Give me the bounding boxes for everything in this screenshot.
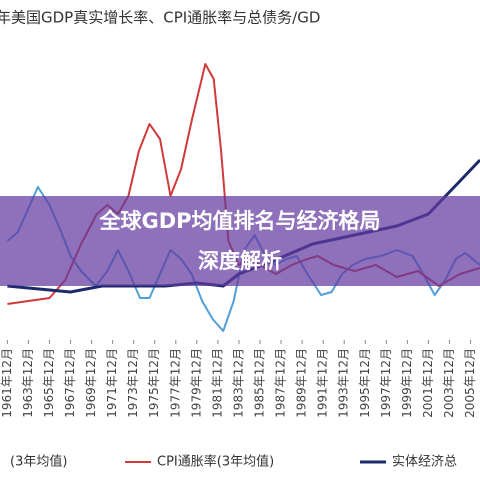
x-tick-label: 2001年12月 — [421, 348, 435, 418]
x-tick-label: 1967年12月 — [63, 348, 77, 418]
x-tick-label: 1969年12月 — [84, 348, 98, 418]
x-tick-label: 1979年12月 — [189, 348, 203, 418]
x-tick-label: 1961年12月 — [0, 348, 14, 418]
x-tick-label: 1985年12月 — [253, 348, 267, 418]
x-tick-label: 1965年12月 — [42, 348, 56, 418]
x-tick-label: 1975年12月 — [147, 348, 161, 418]
x-tick-label: 1999年12月 — [400, 348, 414, 418]
legend-label: CPI通胀率(3年均值) — [157, 454, 274, 470]
plot: 1961年12月 1963年12月 1965年12月 1967年12月 1969年12月… — [0, 63, 480, 418]
banner — [0, 196, 480, 286]
x-tick-label: 2003年12月 — [442, 348, 456, 418]
x-tick-label: 1993年12月 — [337, 348, 351, 418]
x-tick-label: 1989年12月 — [295, 348, 309, 418]
x-tick-label: 1981年12月 — [210, 348, 224, 418]
x-tick-label: 1987年12月 — [274, 348, 288, 418]
x-tick-label: 1991年12月 — [316, 348, 330, 418]
x-tick-label: 1963年12月 — [21, 348, 35, 418]
x-tick-label: 1973年12月 — [126, 348, 140, 418]
x-tick-label: 1995年12月 — [358, 348, 372, 418]
x-tick-label: 1997年12月 — [379, 348, 393, 418]
x-tick-label: 1983年12月 — [231, 348, 245, 418]
x-tick-label: 1971年12月 — [105, 348, 119, 418]
legend-label: (3年均值) — [10, 454, 67, 470]
banner-title: 全球GDP均值排名与经济格局 — [98, 209, 380, 233]
x-tick-label: 1977年12月 — [168, 348, 182, 418]
legend: (3年均值) CPI通胀率(3年均值) 实体经济总 — [10, 454, 457, 470]
chart-title: 年美国GDP真实增长率、CPI通胀率与总债务/GD — [0, 9, 320, 27]
banner-subtitle: 深度解析 — [198, 249, 282, 273]
legend-label: 实体经济总 — [392, 455, 457, 470]
x-tick-label: 2005年12月 — [463, 348, 477, 418]
